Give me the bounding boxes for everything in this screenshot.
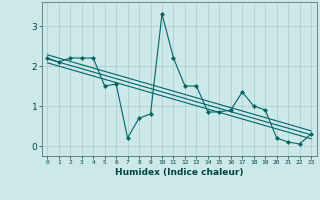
X-axis label: Humidex (Indice chaleur): Humidex (Indice chaleur)	[115, 168, 244, 177]
